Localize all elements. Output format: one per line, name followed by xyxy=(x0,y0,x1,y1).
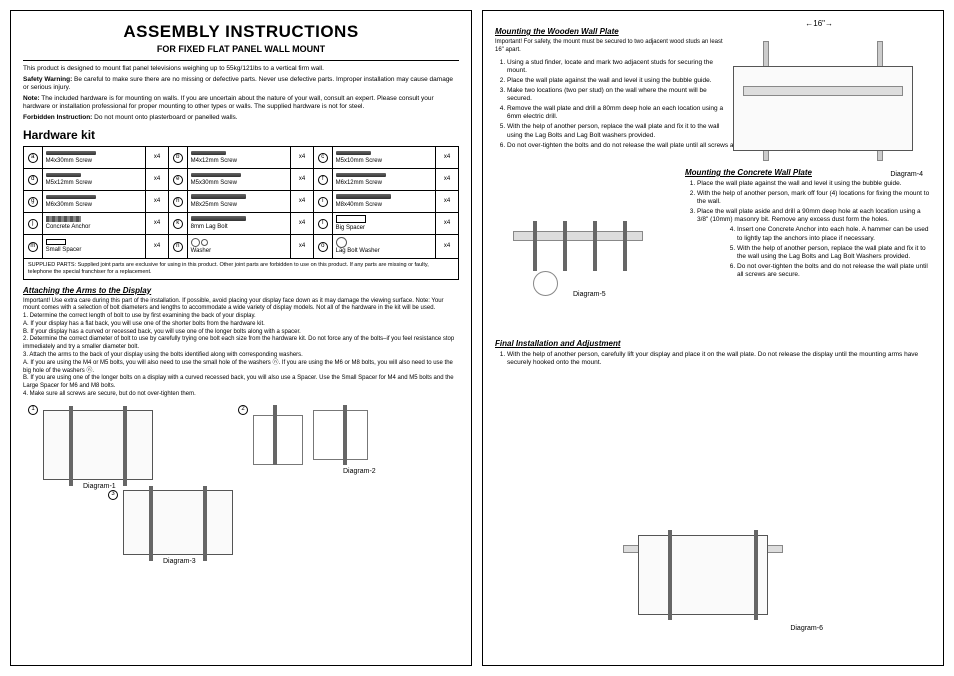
diagram-5-caption: Diagram-5 xyxy=(573,291,663,300)
diagram-4: Diagram-4 xyxy=(723,41,923,171)
concrete-step: Place the wall plate against the wall an… xyxy=(697,180,931,188)
note-text: The included hardware is for mounting on… xyxy=(23,95,434,110)
diagram-6-caption: Diagram-6 xyxy=(603,625,823,634)
diagram-area-left: 1 Diagram-1 2 Diagram-2 3 xyxy=(23,405,459,565)
diagram-4-caption: Diagram-4 xyxy=(723,171,923,180)
final-heading: Final Installation and Adjustment xyxy=(495,339,931,349)
concrete-step: Do not over-tighten the bolts and do not… xyxy=(737,263,931,279)
attach-body: Important! Use extra care during this pa… xyxy=(23,298,459,399)
safety-text: Be careful to make sure there are no mis… xyxy=(23,76,453,91)
hardware-kit-title: Hardware kit xyxy=(23,128,459,143)
wood-step: Using a stud finder, locate and mark two… xyxy=(507,59,725,75)
note-label: Note: xyxy=(23,95,40,102)
forbid-text: Do not mount onto plasterboard or panell… xyxy=(92,114,237,121)
concrete-step: Place the wall plate aside and drill a 9… xyxy=(697,208,931,224)
wood-steps: Using a stud finder, locate and mark two… xyxy=(495,59,725,140)
measurement-16in: ←16"→ xyxy=(805,19,833,29)
concrete-step: With the help of another person, mark of… xyxy=(697,190,931,206)
subtitle: FOR FIXED FLAT PANEL WALL MOUNT xyxy=(23,44,459,55)
intro-block: This product is designed to mount flat p… xyxy=(23,65,459,123)
wood-heading: Mounting the Wooden Wall Plate xyxy=(495,27,725,37)
wood-step: Place the wall plate against the wall an… xyxy=(507,77,725,85)
wood-intro: Important! For safety, the mount must be… xyxy=(495,39,725,55)
part-qty: x4 xyxy=(146,147,169,169)
step-1-icon: 1 xyxy=(28,405,38,415)
part-letter: a xyxy=(28,153,38,163)
step-2-icon: 2 xyxy=(238,405,248,415)
wood-step: Remove the wall plate and drill a 80mm d… xyxy=(507,105,725,121)
wood-step: With the help of another person, replace… xyxy=(507,123,725,139)
right-page: ←16"→ Mounting the Wooden Wall Plate Imp… xyxy=(482,10,944,666)
part-name: M4x30mm Screw xyxy=(46,158,92,164)
final-step: With the help of another person, careful… xyxy=(507,351,931,367)
diagram-2-caption: Diagram-2 xyxy=(343,468,376,477)
main-title: ASSEMBLY INSTRUCTIONS xyxy=(23,21,459,42)
step-3-icon: 3 xyxy=(108,490,118,500)
forbid-label: Forbidden Instruction: xyxy=(23,114,92,121)
wood-step: Make two locations (two per stud) on the… xyxy=(507,87,725,103)
diagram-5: Diagram-5 xyxy=(503,211,663,311)
final-steps: With the help of another person, careful… xyxy=(495,351,931,367)
supplied-note: SUPPLIED PARTS: Supplied joint parts are… xyxy=(24,258,459,279)
diagram-3-caption: Diagram-3 xyxy=(163,558,233,567)
diagram-6: Diagram-6 xyxy=(603,525,833,645)
intro-p1: This product is designed to mount flat p… xyxy=(23,65,459,73)
hardware-table: a M4x30mm Screw x4 b M4x12mm Screw x4 c … xyxy=(23,146,459,279)
left-page: ASSEMBLY INSTRUCTIONS FOR FIXED FLAT PAN… xyxy=(10,10,472,666)
concrete-steps: Place the wall plate against the wall an… xyxy=(685,180,931,225)
attach-heading: Attaching the Arms to the Display xyxy=(23,286,459,296)
safety-label: Safety Warning: xyxy=(23,76,72,83)
concrete-step: Insert one Concrete Anchor into each hol… xyxy=(737,226,931,242)
concrete-step: With the help of another person, replace… xyxy=(737,245,931,261)
